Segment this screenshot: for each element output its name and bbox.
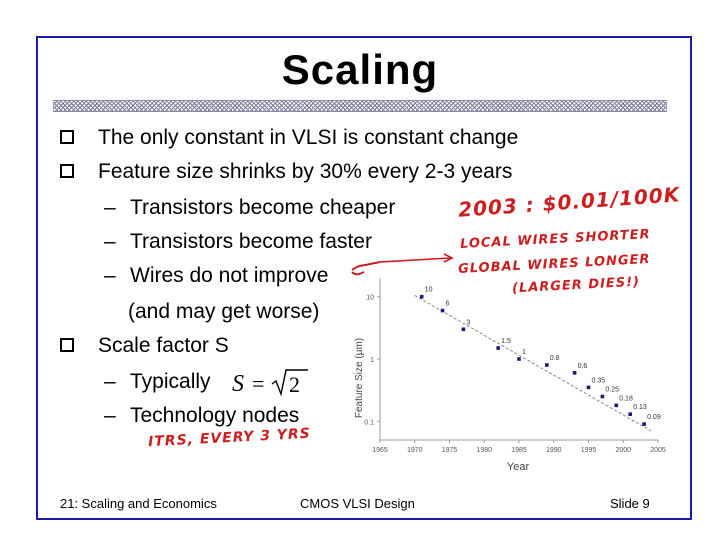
chart-point-label: 1 [522, 349, 526, 356]
dash-icon: – [104, 264, 116, 287]
chart-point [419, 294, 424, 299]
chart-y-tick-label: 10 [366, 295, 374, 302]
dash-icon: – [104, 230, 116, 253]
sub-item-faster: Transistors become faster [130, 230, 372, 253]
footer-course: 21: Scaling and Economics [60, 496, 217, 511]
chart-x-tick-label: 1985 [511, 447, 527, 454]
annotation-arrow-icon [351, 253, 454, 276]
formula-equals: = [252, 371, 264, 396]
bullet-checkbox-icon [60, 164, 74, 178]
chart-point-label: 6 [446, 301, 450, 308]
chart-point [517, 357, 521, 361]
title-rule [53, 100, 667, 112]
chart-point-label: 0.35 [592, 377, 606, 384]
sub-item-wires: Wires do not improve [130, 264, 329, 287]
chart-x-tick-label: 1975 [442, 447, 458, 454]
chart-point [440, 308, 445, 313]
chart-x-tick-label: 1970 [407, 447, 423, 454]
chart-y-tick-label: 1 [370, 357, 374, 364]
chart-point [600, 394, 605, 399]
bullet-feature-size: Feature size shrinks by 30% every 2-3 ye… [98, 160, 513, 183]
chart-y-tick-label: 0.1 [364, 419, 374, 426]
chart-point [461, 327, 466, 332]
chart-x-tick-label: 1995 [581, 447, 597, 454]
chart-x-tick-label: 2000 [615, 447, 631, 454]
chart-point-label: 10 [425, 287, 433, 294]
chart-point-label: 0.25 [605, 386, 619, 393]
chart-x-tick-label: 1965 [372, 447, 388, 454]
chart-point [642, 422, 646, 426]
formula-radicand: 2 [289, 372, 300, 397]
slide-frame [36, 36, 692, 520]
chart-x-tick-label: 1990 [546, 447, 562, 454]
slide-title: Scaling [281, 46, 439, 93]
chart-trend-line [414, 294, 652, 432]
chart-point [572, 371, 577, 375]
sub-item-typically: Typically [130, 370, 211, 393]
chart-point [614, 403, 619, 408]
chart-point-label: 3 [466, 319, 470, 326]
sqrt-formula: S = 2 [232, 369, 308, 397]
chart-y-axis-label: Feature Size (µm) [354, 338, 365, 418]
sub-item-worse: (and may get worse) [128, 300, 320, 323]
chart-point-label: 0.13 [633, 404, 647, 411]
chart-x-tick-label: 2005 [650, 447, 666, 454]
dash-icon: – [104, 196, 116, 219]
radical-sign-icon [271, 369, 308, 397]
bullet-checkbox-icon [60, 130, 74, 144]
chart-point [628, 412, 632, 416]
bullet-scale-factor: Scale factor S [98, 334, 229, 357]
chart-point-label: 0.18 [619, 395, 633, 402]
dash-icon: – [104, 370, 116, 393]
sub-item-cheaper: Transistors become cheaper [130, 196, 396, 219]
chart-x-tick-label: 1980 [476, 447, 492, 454]
chart-point [496, 346, 500, 350]
feature-size-chart: 1965 1970 1975 1980 1985 1990 1995 2000 20051010… [354, 278, 666, 473]
chart-point [586, 385, 591, 390]
chart-point-label: 1.5 [501, 338, 511, 345]
bullet-checkbox-icon [60, 338, 74, 352]
formula-s: S [232, 371, 244, 397]
chart-x-axis-label: Year [507, 461, 530, 473]
footer-title: CMOS VLSI Design [300, 496, 415, 511]
chart-point [545, 363, 549, 367]
chart-plot-area: 1965 1970 1975 1980 1985 1990 1995 2000 20051010… [364, 278, 666, 454]
chart-point-label: 0.6 [578, 363, 588, 370]
footer-slide-number: Slide 9 [610, 496, 650, 511]
sub-item-nodes: Technology nodes [130, 404, 300, 427]
bullet-constant-change: The only constant in VLSI is constant ch… [98, 126, 519, 149]
chart-point-label: 0.8 [550, 355, 560, 362]
chart-point-label: 0.09 [647, 414, 661, 421]
dash-icon: – [104, 404, 116, 427]
